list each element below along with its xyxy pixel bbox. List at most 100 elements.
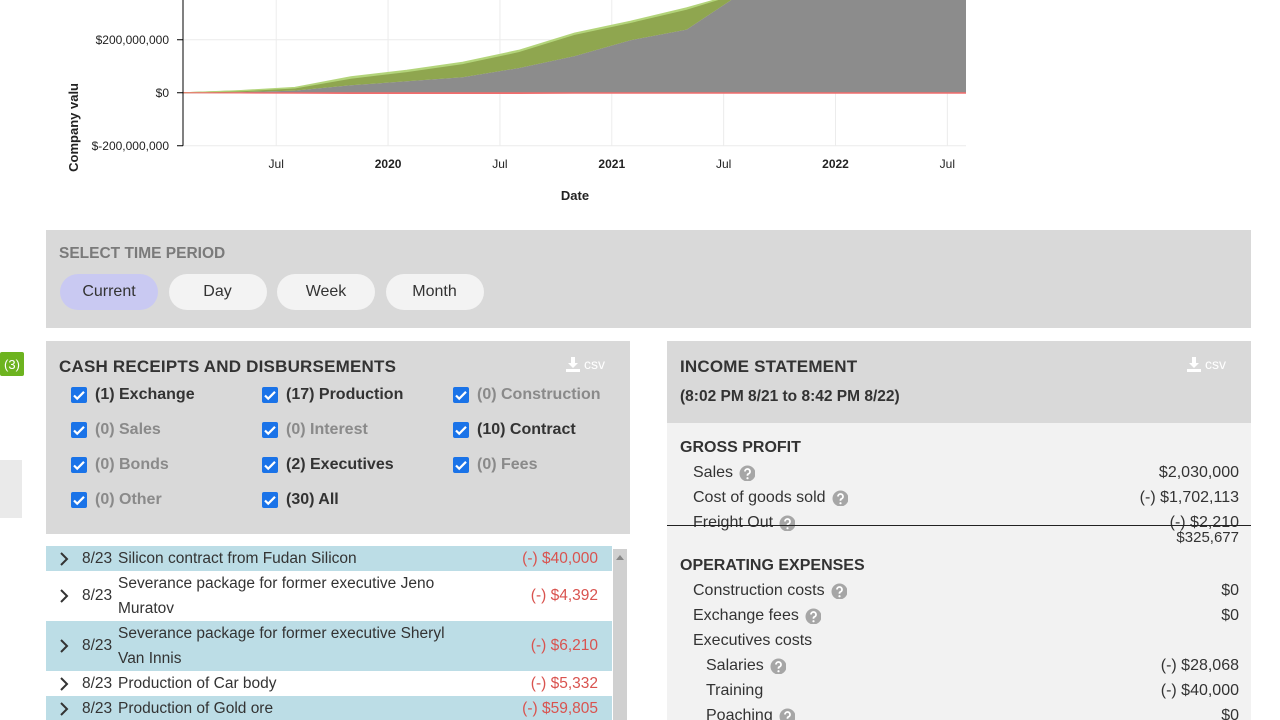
chevron-icon: [60, 589, 69, 603]
csv-export[interactable]: csv: [565, 356, 605, 372]
checkbox[interactable]: [71, 492, 87, 508]
filter-checkbox[interactable]: (0) Sales: [71, 421, 161, 439]
value-chart: Jul 2020 Jul 2021 Jul 2022 Jul $200,000,000 $0 $-…: [66, 0, 966, 203]
checkbox[interactable]: [71, 457, 87, 473]
filter-checkbox[interactable]: (0) Interest: [262, 421, 368, 439]
filter-checkbox[interactable]: (0) Fees: [453, 456, 537, 474]
filter-label: (0) Other: [95, 491, 162, 508]
y-tick-label: $-200,000,000: [92, 139, 170, 153]
income-title: INCOME STATEMENT: [680, 357, 858, 376]
row-label-wrap: Salaries: [667, 657, 786, 675]
row-label: Poaching: [706, 706, 773, 720]
checkmark: [264, 496, 276, 506]
filter-label: (0) Fees: [477, 456, 538, 473]
csv-label: csv: [1205, 356, 1226, 372]
help-icon[interactable]: [779, 708, 795, 720]
y-tick-label: $200,000,000: [96, 33, 170, 47]
checkbox[interactable]: [71, 422, 87, 438]
side-tab[interactable]: [0, 460, 22, 518]
checkmark: [455, 426, 467, 436]
expand-chevron[interactable]: [46, 551, 82, 566]
row-label: Exchange fees: [693, 606, 799, 624]
row-amount: (-) $1,702,113: [1139, 488, 1239, 506]
filter-checkbox[interactable]: (0) Other: [71, 491, 162, 509]
row-label: Training: [706, 681, 764, 699]
time-period-button[interactable]: Current: [60, 274, 158, 310]
filter-checkbox[interactable]: (17) Production: [262, 386, 403, 404]
download-icon: [566, 357, 580, 372]
x-tick-label: 2021: [598, 157, 625, 171]
statement-row: Training (-) $40,000: [667, 678, 1251, 703]
time-period-button[interactable]: Month: [385, 274, 484, 310]
filter-label: (0) Interest: [286, 421, 368, 438]
expand-chevron[interactable]: [46, 676, 82, 691]
scroll-up[interactable]: [615, 553, 625, 561]
checkmark: [455, 461, 467, 471]
filter-label: (0) Sales: [95, 421, 161, 438]
transaction-row[interactable]: 8/23 Production of Gold ore (-) $59,805: [46, 696, 612, 720]
checkbox[interactable]: [262, 457, 278, 473]
total-rule: [667, 525, 1251, 526]
filter-checkbox[interactable]: (0) Construction: [453, 386, 601, 404]
help-icon[interactable]: [805, 608, 821, 624]
filter-label: (0) Construction: [477, 386, 601, 403]
checkbox[interactable]: [262, 422, 278, 438]
transaction-amount: (-) $5,332: [530, 674, 598, 692]
checkbox[interactable]: [453, 422, 469, 438]
filter-checkbox[interactable]: (30) All: [262, 491, 339, 509]
checkmark: [73, 461, 85, 471]
expand-chevron[interactable]: [46, 589, 82, 603]
income-period: (8:02 PM 8/21 to 8:42 PM 8/22): [680, 388, 900, 405]
filter-checkbox[interactable]: (0) Bonds: [71, 456, 169, 474]
expand-chevron[interactable]: [46, 639, 82, 653]
checkbox[interactable]: [453, 387, 469, 403]
checkbox[interactable]: [262, 387, 278, 403]
x-axis-label: Date: [561, 188, 589, 203]
transaction-row[interactable]: 8/23 Severance package for former executi…: [46, 621, 612, 671]
scrollbar[interactable]: [613, 549, 627, 720]
transaction-date: 8/23: [82, 637, 113, 654]
transaction-description: Production of Car body: [118, 675, 277, 692]
filter-checkbox[interactable]: (2) Executives: [262, 456, 394, 474]
filter-checkbox[interactable]: (1) Exchange: [71, 386, 195, 404]
transaction-description: Severance package for former executive S…: [118, 625, 445, 667]
checkbox[interactable]: [262, 492, 278, 508]
x-tick-label: Jul: [716, 157, 731, 171]
help-icon[interactable]: [832, 490, 848, 506]
transaction-row[interactable]: 8/23 Production of Car body (-) $5,332: [46, 671, 612, 696]
transaction-description: Silicon contract from Fudan Silicon: [118, 550, 357, 567]
row-label-wrap: Sales: [667, 463, 756, 482]
chevron-icon: [60, 551, 69, 566]
statement-row: Cost of goods sold (-) $1,702,113: [667, 485, 1251, 510]
filter-checkbox[interactable]: (10) Contract: [453, 421, 576, 439]
x-tick-label: Jul: [940, 157, 955, 171]
time-period-button[interactable]: Week: [277, 274, 375, 310]
help-icon[interactable]: [770, 658, 786, 674]
row-label: Sales: [693, 463, 734, 481]
checkbox[interactable]: [453, 457, 469, 473]
transaction-date: 8/23: [82, 549, 113, 567]
time-period-button[interactable]: Day: [168, 274, 267, 310]
csv-export[interactable]: csv: [1186, 356, 1226, 372]
row-amount: $0: [1221, 606, 1239, 624]
expand-chevron[interactable]: [46, 701, 82, 716]
help-icon[interactable]: [779, 515, 796, 531]
row-label-wrap: Exchange fees: [667, 607, 821, 625]
help-icon[interactable]: [739, 465, 756, 481]
section-total: $325,677: [1176, 529, 1239, 546]
transaction-amount: (-) $59,805: [522, 699, 598, 717]
x-tick-label: 2022: [822, 157, 849, 171]
x-tick-label: Jul: [492, 157, 507, 171]
help-icon[interactable]: [831, 583, 847, 599]
statement-row: Construction costs $0: [667, 578, 1251, 603]
row-label-wrap: Poaching: [667, 707, 795, 720]
row-amount: (-) $2,210: [1169, 513, 1239, 531]
checkbox[interactable]: [71, 387, 87, 403]
row-amount: $2,030,000: [1158, 463, 1239, 481]
transaction-row[interactable]: 8/23 Silicon contract from Fudan Silicon (…: [46, 546, 612, 571]
csv-label: csv: [584, 356, 605, 372]
transaction-row[interactable]: 8/23 Severance package for former executi…: [46, 571, 612, 621]
row-label-wrap: Cost of goods sold: [667, 489, 848, 507]
badge[interactable]: (3): [0, 352, 24, 376]
